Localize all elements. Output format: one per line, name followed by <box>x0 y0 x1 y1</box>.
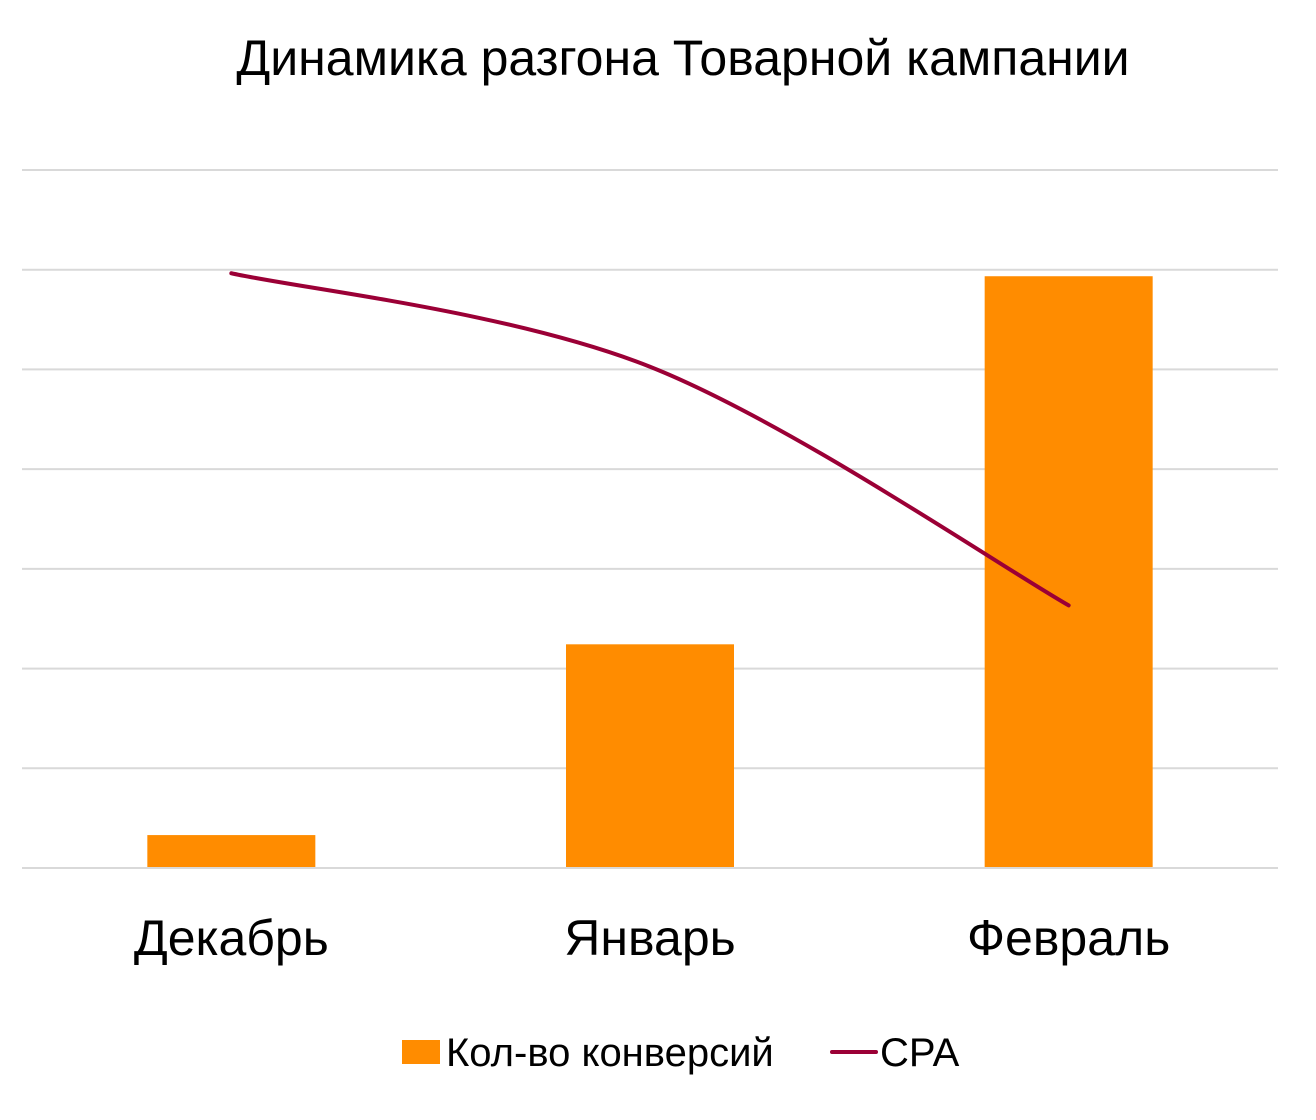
cpa-line <box>229 271 1071 608</box>
bar-2 <box>566 644 734 867</box>
line-series <box>229 271 1071 608</box>
x-tick-label: Февраль <box>967 910 1170 966</box>
legend-label-line: CPA <box>880 1031 960 1075</box>
x-axis-labels: Декабрь Январь Февраль <box>134 910 1170 966</box>
legend-swatch-bar <box>402 1040 440 1064</box>
legend: Кол-во конверсий CPA <box>402 1031 960 1075</box>
bar-1 <box>147 835 316 867</box>
bar-series <box>147 276 1153 867</box>
x-tick-label: Декабрь <box>134 910 329 966</box>
chart-title: Динамика разгона Товарной кампании <box>236 30 1129 86</box>
x-tick-label: Январь <box>564 910 735 966</box>
legend-label-bar: Кол-во конверсий <box>446 1031 774 1075</box>
